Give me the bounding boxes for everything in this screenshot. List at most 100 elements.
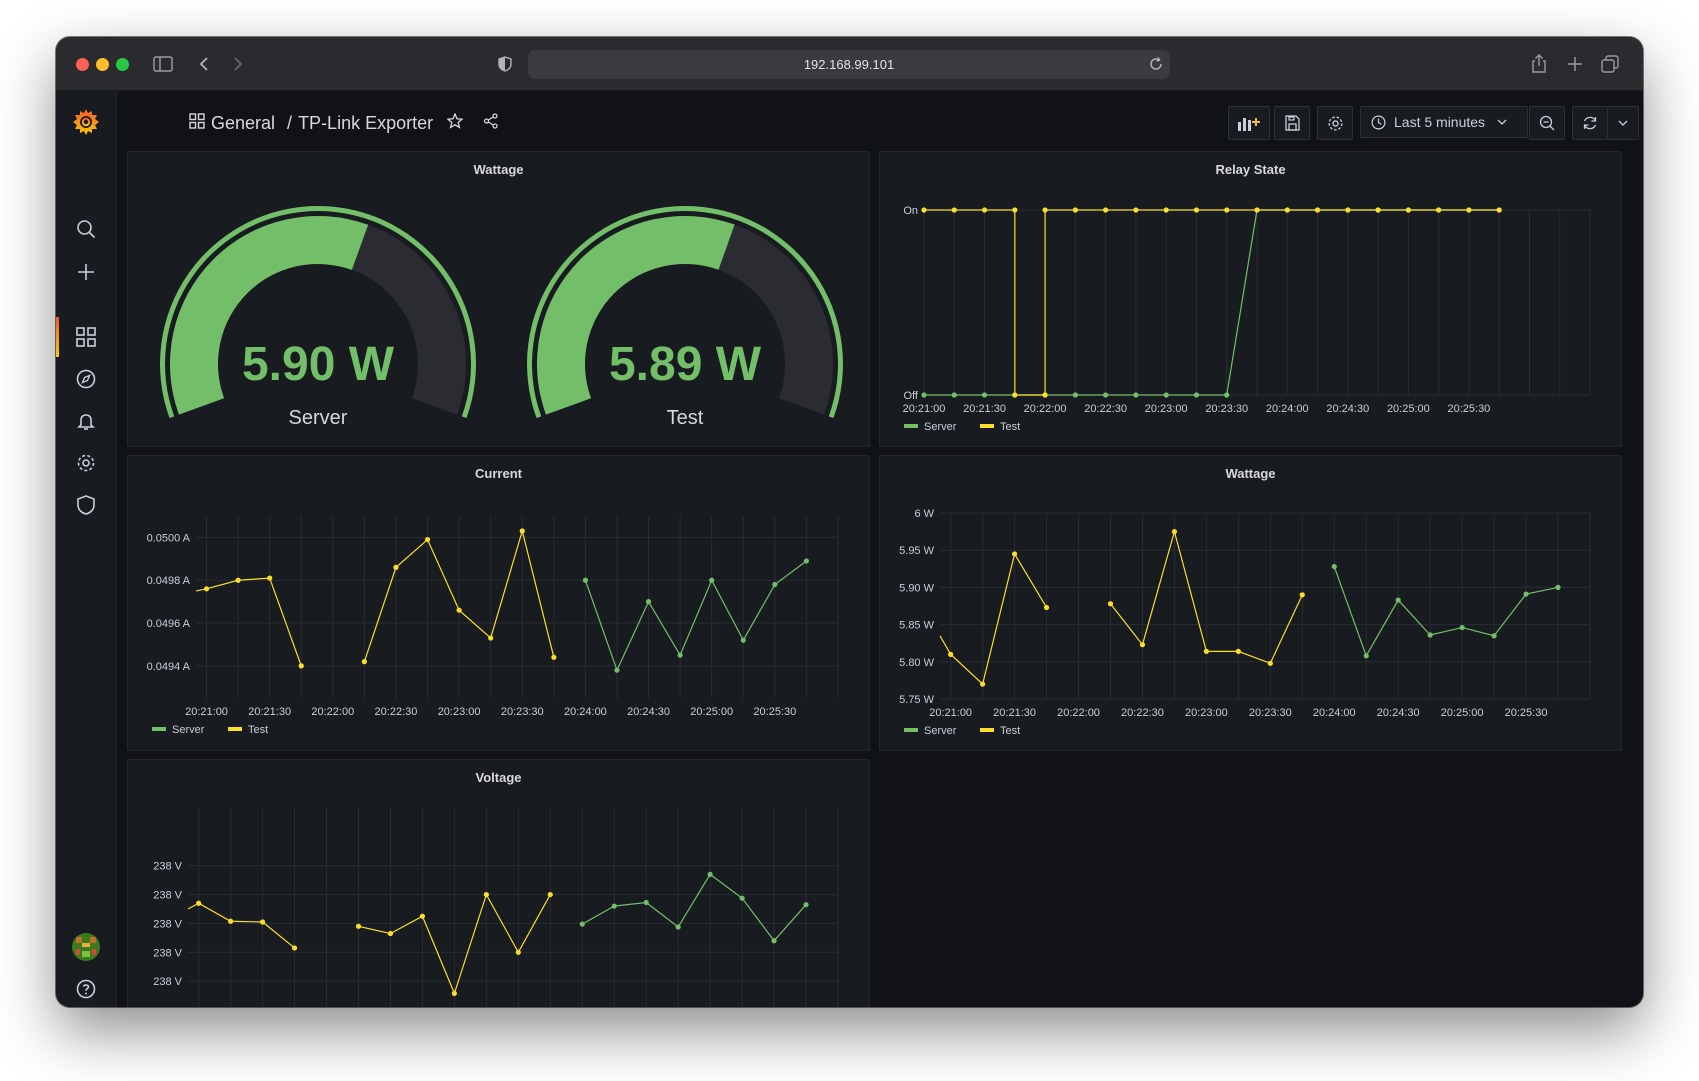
data-point-server bbox=[1395, 597, 1401, 603]
data-point-server bbox=[1224, 392, 1230, 398]
data-point-test bbox=[361, 659, 367, 665]
x-tick-label: 20:23:30 bbox=[1249, 707, 1292, 719]
data-point-server bbox=[1523, 591, 1529, 597]
y-tick-label: 5.80 W bbox=[899, 657, 934, 669]
data-point-test bbox=[387, 930, 394, 937]
data-point-test bbox=[1042, 392, 1048, 398]
new-tab-icon[interactable] bbox=[1562, 51, 1588, 77]
data-point-test bbox=[1139, 642, 1146, 648]
data-point-test bbox=[196, 900, 202, 906]
data-point-test bbox=[419, 913, 426, 919]
grafana-logo-icon[interactable] bbox=[56, 97, 116, 147]
data-point-server bbox=[1072, 392, 1078, 398]
reload-icon[interactable] bbox=[1148, 56, 1164, 77]
tab-overview-icon[interactable] bbox=[1597, 51, 1623, 77]
data-point-server bbox=[1103, 392, 1109, 398]
legend-label-server: Server bbox=[924, 725, 957, 737]
star-icon[interactable] bbox=[446, 112, 464, 134]
avatar[interactable] bbox=[56, 929, 116, 965]
dashboard-settings-button[interactable] bbox=[1317, 106, 1353, 140]
data-point-test bbox=[1405, 207, 1411, 213]
x-tick-label: 20:21:30 bbox=[248, 706, 291, 718]
zoom-window-button[interactable] bbox=[116, 58, 129, 71]
legend-label-server: Server bbox=[172, 724, 205, 736]
data-point-test bbox=[1193, 207, 1200, 213]
series-line-test bbox=[939, 552, 1048, 686]
shield-icon[interactable] bbox=[56, 487, 116, 523]
x-tick-label: 20:23:30 bbox=[501, 706, 544, 718]
data-point-test bbox=[921, 207, 927, 213]
panel-title: Voltage bbox=[475, 770, 522, 785]
y-tick-label: 5.85 W bbox=[899, 620, 934, 632]
y-tick-label: 5.90 W bbox=[899, 582, 934, 594]
data-point-test bbox=[1011, 551, 1018, 557]
y-tick-label: 0.0500 A bbox=[147, 532, 191, 544]
plus-icon[interactable] bbox=[56, 254, 116, 290]
panel-wattage-gauge[interactable]: Wattage 5.90 W Server 5.89 W Test bbox=[127, 151, 870, 447]
data-point-server bbox=[1427, 632, 1433, 638]
gauge-label-server: Server bbox=[288, 407, 348, 429]
data-point-server bbox=[614, 667, 620, 673]
x-tick-label: 20:21:00 bbox=[903, 403, 946, 415]
help-icon[interactable] bbox=[56, 971, 116, 1007]
data-point-server bbox=[739, 895, 745, 901]
legend-swatch-server bbox=[152, 727, 166, 731]
panel-current[interactable]: Current 0.0494 A 0.0496 A 0.0498 A 0.0500 A… bbox=[127, 455, 870, 751]
search-icon[interactable] bbox=[56, 211, 116, 247]
x-tick-label: 20:23:00 bbox=[438, 706, 481, 718]
privacy-shield-icon[interactable] bbox=[492, 51, 518, 77]
data-point-test bbox=[1235, 648, 1241, 654]
data-point-test bbox=[551, 654, 557, 660]
data-point-server bbox=[1193, 392, 1200, 398]
data-point-test bbox=[235, 577, 241, 583]
refresh-interval-dropdown[interactable] bbox=[1607, 106, 1639, 140]
minimize-window-button[interactable] bbox=[96, 58, 109, 71]
breadcrumb-folder[interactable]: General bbox=[211, 113, 276, 133]
refresh-button[interactable] bbox=[1572, 106, 1608, 140]
panel-wattage-timeseries[interactable]: Wattage 5.75 W 5.80 W 5.85 W 5.90 W 5.95 W 6 … bbox=[879, 455, 1622, 751]
data-point-test bbox=[1375, 207, 1381, 213]
close-window-button[interactable] bbox=[76, 58, 89, 71]
panel-relay-state[interactable]: Relay State Off On 20:21:00 20:21:30 20:22:0… bbox=[879, 151, 1622, 447]
data-point-test bbox=[1466, 207, 1472, 213]
dashboard-title[interactable]: TP-Link Exporter bbox=[298, 113, 434, 133]
share-dashboard-icon[interactable] bbox=[483, 113, 499, 134]
breadcrumb: General / TP-Link Exporter bbox=[189, 112, 499, 134]
zoom-out-button[interactable] bbox=[1529, 106, 1565, 140]
panel-voltage[interactable]: Voltage 238 V 238 V 238 V 238 V 238 V bbox=[127, 759, 870, 1007]
sidebar-toggle-icon[interactable] bbox=[150, 51, 176, 77]
data-point-test bbox=[1171, 529, 1178, 535]
forward-icon[interactable] bbox=[225, 51, 251, 77]
x-tick-label: 20:25:30 bbox=[1447, 403, 1490, 415]
add-panel-button[interactable] bbox=[1228, 106, 1270, 140]
dashboards-icon[interactable] bbox=[56, 319, 116, 355]
data-point-test bbox=[1103, 207, 1109, 213]
data-point-server bbox=[771, 938, 777, 944]
data-point-server bbox=[951, 392, 957, 398]
x-tick-label: 20:22:00 bbox=[1024, 403, 1067, 415]
x-tick-label: 20:23:30 bbox=[1205, 403, 1248, 415]
gauge-area bbox=[160, 205, 843, 419]
data-point-server bbox=[740, 637, 746, 643]
data-point-test bbox=[456, 607, 462, 613]
x-tick-label: 20:21:30 bbox=[993, 707, 1036, 719]
x-tick-label: 20:23:00 bbox=[1185, 707, 1228, 719]
gear-icon[interactable] bbox=[56, 445, 116, 481]
legend-swatch-test bbox=[228, 727, 242, 731]
save-dashboard-button[interactable] bbox=[1274, 106, 1310, 140]
data-point-test bbox=[483, 891, 489, 898]
explore-icon[interactable] bbox=[56, 361, 116, 397]
bell-icon[interactable] bbox=[56, 403, 116, 439]
data-point-test bbox=[1496, 207, 1502, 213]
time-picker[interactable]: Last 5 minutes bbox=[1360, 106, 1528, 138]
y-tick-label: 238 V bbox=[153, 947, 182, 959]
back-icon[interactable] bbox=[191, 51, 217, 77]
data-point-test bbox=[1436, 207, 1442, 213]
share-icon[interactable] bbox=[1526, 51, 1552, 77]
address-bar[interactable]: 192.168.99.101 bbox=[528, 50, 1170, 79]
data-point-server bbox=[611, 903, 617, 909]
gauge-value-server: 5.90 W bbox=[241, 338, 395, 391]
data-point-test bbox=[291, 945, 298, 951]
series-line-test bbox=[187, 902, 295, 949]
x-tick-label: 20:22:30 bbox=[375, 706, 418, 718]
